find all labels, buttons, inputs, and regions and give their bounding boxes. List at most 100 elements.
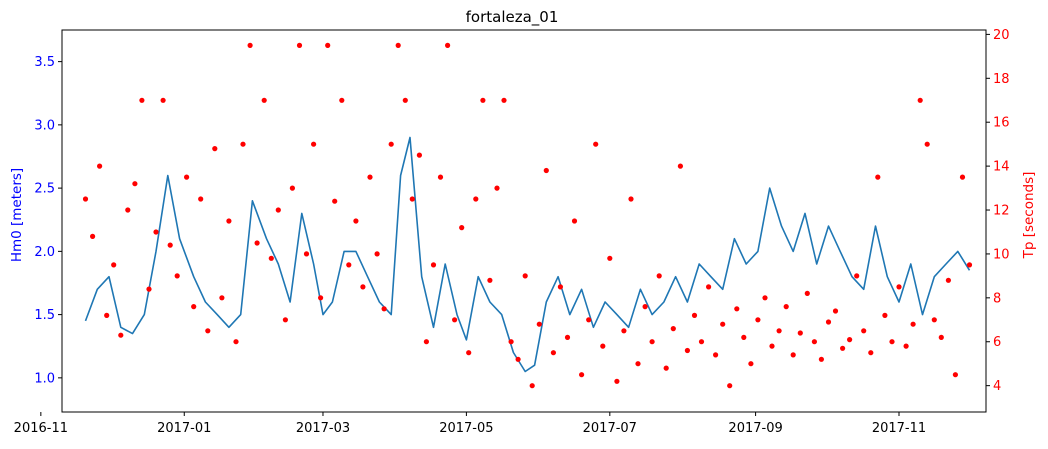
- tp-point: [153, 229, 159, 235]
- tp-point: [952, 372, 959, 378]
- tp-point: [825, 319, 832, 325]
- tp-point: [635, 361, 641, 367]
- tp-point: [656, 273, 662, 279]
- tp-point: [104, 312, 110, 318]
- tp-point: [240, 141, 246, 147]
- tp-point: [452, 317, 458, 323]
- tp-point: [515, 356, 521, 362]
- tp-point: [670, 326, 676, 332]
- tp-point: [698, 339, 705, 345]
- tp-point: [296, 42, 303, 49]
- tp-point: [339, 97, 345, 103]
- tp-point: [289, 185, 295, 191]
- tp-point: [522, 273, 528, 279]
- left-y-tick-label: 1.5: [34, 308, 55, 323]
- tp-point: [706, 284, 712, 290]
- tp-point: [445, 42, 451, 49]
- tp-point: [374, 251, 380, 257]
- tp-point: [146, 286, 152, 292]
- tp-point: [346, 262, 352, 268]
- x-tick-label: 2017-03: [296, 421, 350, 436]
- tp-point: [663, 365, 669, 371]
- tp-point: [931, 317, 937, 323]
- tp-point: [917, 97, 923, 103]
- tp-point: [762, 295, 768, 301]
- right-y-tick-label: 8: [993, 291, 1001, 306]
- tp-point: [184, 174, 190, 180]
- tp-point: [437, 174, 444, 180]
- tp-point: [790, 352, 796, 358]
- tp-point: [642, 304, 648, 310]
- tp-point: [727, 383, 733, 389]
- x-tick-label: 2017-11: [872, 421, 926, 436]
- tp-point: [649, 339, 655, 345]
- tp-point: [111, 262, 117, 268]
- tp-point: [741, 334, 747, 340]
- tp-point: [132, 181, 138, 187]
- tp-point: [247, 42, 253, 49]
- x-tick-label: 2017-09: [728, 421, 782, 436]
- left-y-tick-label: 3.5: [34, 55, 55, 70]
- tp-point: [97, 163, 103, 169]
- tp-point: [720, 321, 726, 327]
- tp-point: [910, 321, 916, 327]
- right-y-tick-label: 16: [993, 116, 1010, 131]
- tp-point: [755, 317, 761, 323]
- tp-point: [254, 240, 260, 246]
- left-y-tick-label: 2.5: [34, 182, 55, 197]
- tp-point: [783, 304, 789, 310]
- plot-area: [82, 42, 973, 389]
- tp-point: [318, 295, 324, 301]
- tp-point: [325, 42, 331, 49]
- tp-point: [938, 334, 944, 340]
- tp-point: [614, 378, 620, 384]
- tp-point: [381, 306, 387, 312]
- tp-point: [684, 347, 691, 354]
- tp-point: [501, 97, 507, 103]
- right-y-tick-label: 14: [993, 160, 1010, 175]
- tp-point: [734, 306, 740, 312]
- tp-point: [494, 185, 500, 191]
- tp-point: [226, 218, 232, 224]
- tp-point: [628, 196, 634, 202]
- tp-point: [139, 97, 145, 103]
- right-y-tick-label: 4: [993, 379, 1001, 394]
- right-y-tick-label: 20: [993, 28, 1010, 43]
- tp-point: [861, 328, 867, 334]
- tp-point: [903, 343, 909, 349]
- left-axis-label: Hm0 [meters]: [9, 168, 25, 262]
- tp-point: [212, 146, 218, 152]
- tp-point: [261, 97, 267, 103]
- tp-point: [593, 141, 599, 147]
- tp-point: [896, 284, 902, 290]
- tp-point: [966, 262, 973, 268]
- tp-point: [607, 255, 613, 261]
- tp-point: [466, 350, 472, 356]
- tp-point: [303, 251, 310, 257]
- tp-point: [82, 196, 89, 202]
- right-y-tick-label: 18: [993, 72, 1010, 87]
- tp-point: [268, 255, 274, 261]
- tp-point: [621, 328, 627, 334]
- tp-point: [473, 196, 479, 202]
- tp-point: [564, 334, 571, 340]
- tp-point: [543, 167, 549, 174]
- right-y-tick-label: 6: [993, 335, 1001, 350]
- left-y-tick-label: 3.0: [34, 118, 55, 133]
- tp-point: [219, 295, 225, 301]
- tp-point: [311, 141, 317, 147]
- left-y-tick-label: 2.0: [34, 245, 55, 260]
- tp-point: [430, 262, 437, 268]
- tp-point: [550, 350, 557, 356]
- tp-point: [388, 141, 394, 147]
- tp-point: [480, 97, 486, 103]
- tp-point: [402, 97, 408, 103]
- tp-point: [945, 277, 952, 283]
- tp-point: [586, 317, 592, 323]
- tp-point: [160, 97, 166, 103]
- right-y-tick-label: 10: [993, 247, 1010, 262]
- tp-series-points: [82, 42, 973, 389]
- tp-point: [205, 328, 211, 334]
- tp-point: [360, 284, 366, 290]
